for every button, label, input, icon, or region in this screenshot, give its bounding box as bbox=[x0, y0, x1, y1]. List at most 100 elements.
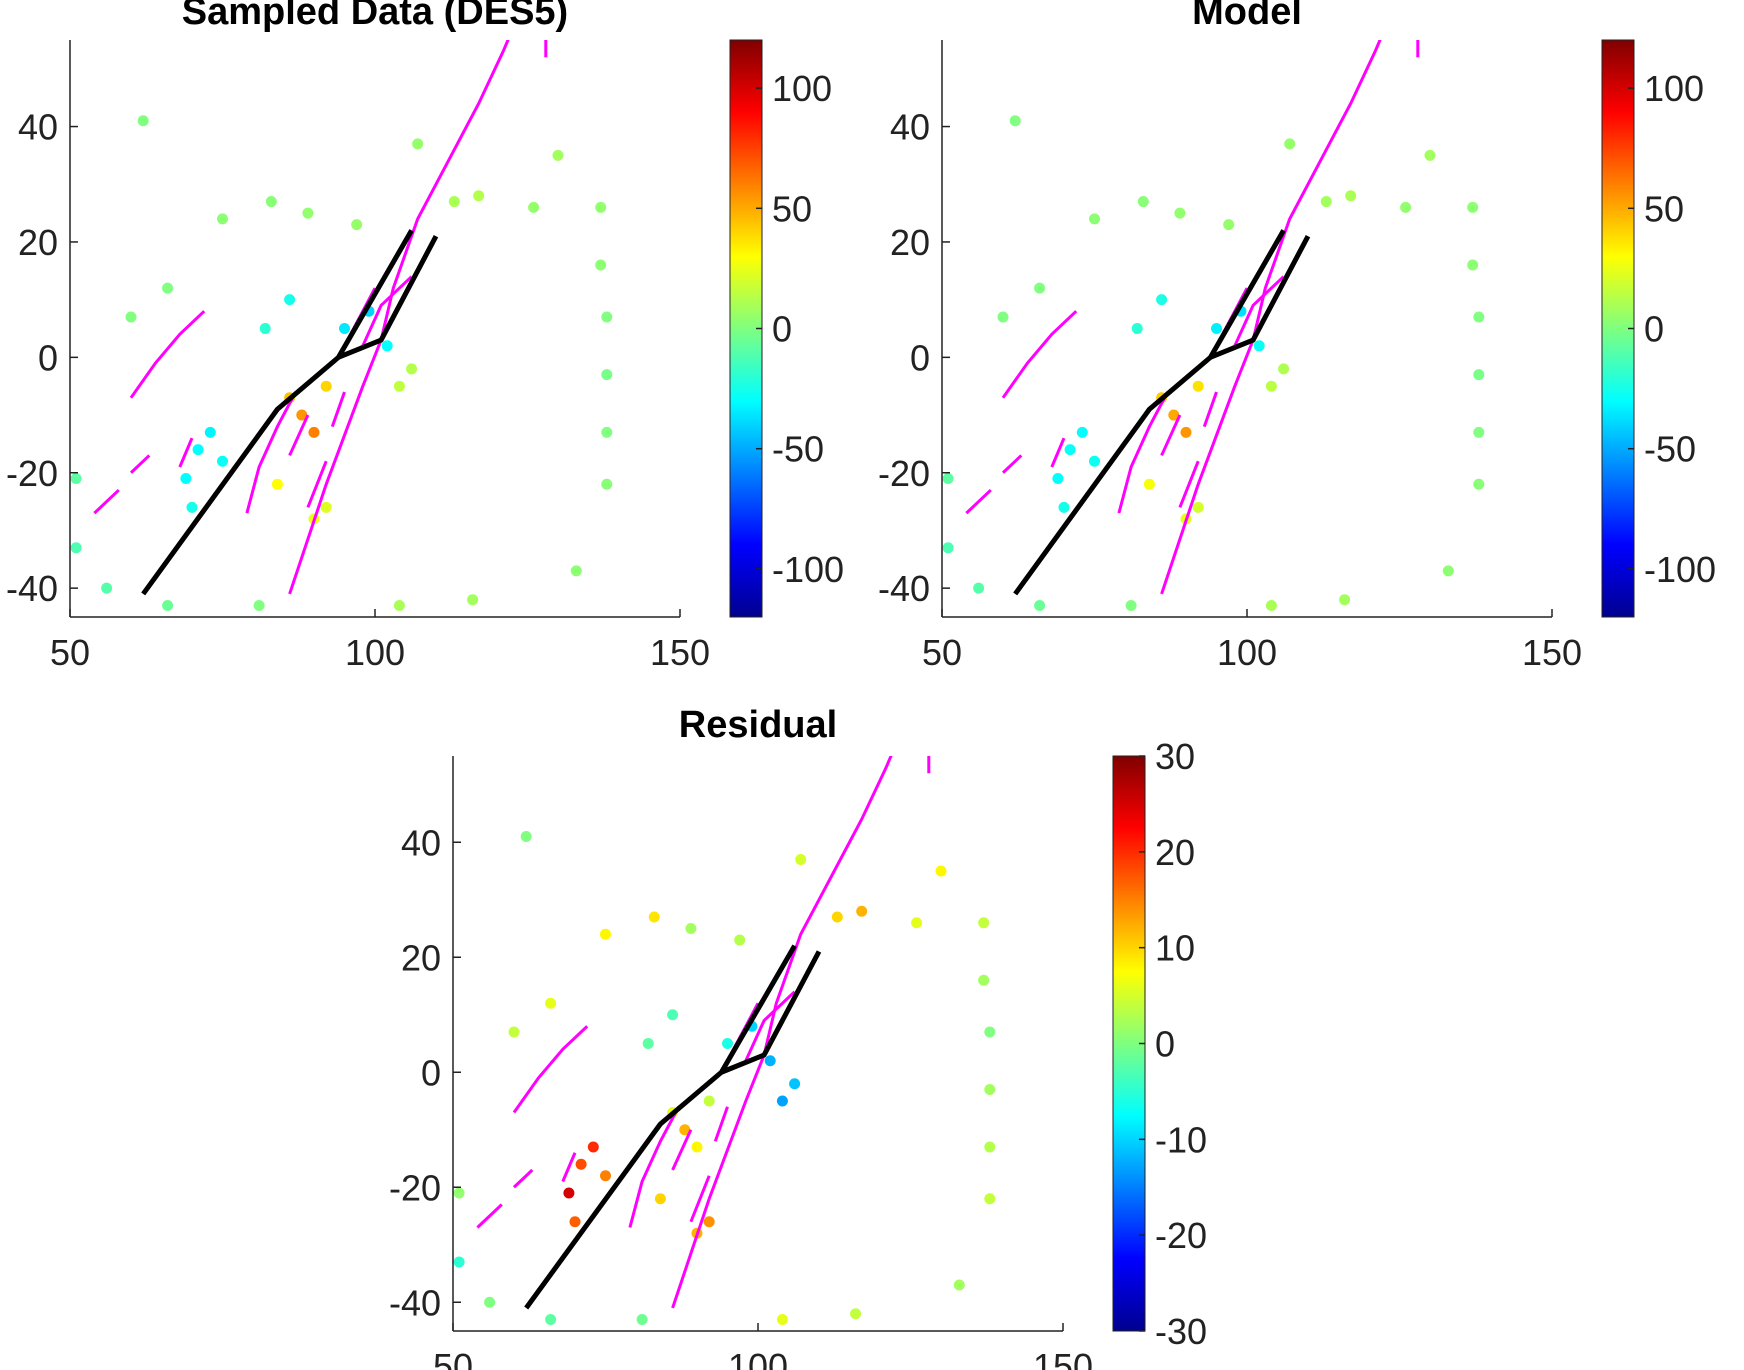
y-tick-label: -20 bbox=[6, 453, 58, 494]
magenta-fault-line bbox=[330, 391, 346, 428]
data-point bbox=[1143, 478, 1155, 490]
y-tick-label: -20 bbox=[389, 1167, 441, 1208]
data-point bbox=[351, 219, 363, 231]
data-point bbox=[1400, 201, 1412, 213]
data-point bbox=[1089, 455, 1100, 467]
data-point bbox=[1223, 219, 1235, 231]
data-point bbox=[1211, 323, 1222, 334]
fault-overlay bbox=[93, 40, 548, 596]
data-point bbox=[1442, 565, 1454, 577]
data-point bbox=[1253, 340, 1265, 352]
data-point bbox=[528, 201, 540, 213]
colorbar-tick-label: 0 bbox=[1644, 309, 1664, 350]
data-point bbox=[180, 473, 192, 485]
x-tick-label: 150 bbox=[1522, 632, 1582, 673]
data-point bbox=[320, 501, 332, 513]
colorbar-tick-label: -10 bbox=[1155, 1119, 1207, 1160]
data-point bbox=[997, 311, 1009, 323]
magenta-fault-line bbox=[1233, 275, 1285, 347]
magenta-fault-line bbox=[288, 414, 310, 457]
data-point bbox=[1168, 409, 1180, 421]
data-point bbox=[942, 473, 954, 485]
data-point bbox=[137, 115, 149, 127]
data-point bbox=[1156, 294, 1168, 306]
data-point bbox=[1192, 380, 1204, 392]
x-tick-label: 150 bbox=[650, 632, 710, 673]
data-point bbox=[1278, 363, 1290, 375]
y-tick-label: 40 bbox=[890, 107, 930, 148]
y-tick-label: 20 bbox=[401, 937, 441, 978]
data-point bbox=[679, 1124, 691, 1136]
black-fault-line bbox=[1013, 229, 1286, 596]
data-point bbox=[1473, 311, 1485, 323]
magenta-fault-line bbox=[671, 1129, 693, 1171]
data-point bbox=[911, 917, 923, 929]
data-point bbox=[570, 565, 582, 577]
colorbar-tick-label: 100 bbox=[772, 68, 832, 109]
colorbar-tick-label: 20 bbox=[1155, 832, 1195, 873]
data-point bbox=[1473, 426, 1485, 438]
colorbar-tick-label: 100 bbox=[1644, 68, 1704, 109]
y-tick-label: 40 bbox=[401, 822, 441, 863]
magenta-fault-line bbox=[93, 488, 120, 515]
black-fault-line bbox=[337, 235, 439, 360]
data-point bbox=[467, 594, 479, 606]
data-point bbox=[70, 473, 82, 485]
data-point bbox=[595, 201, 607, 213]
data-point bbox=[1076, 426, 1088, 438]
data-point bbox=[764, 1055, 776, 1067]
data-point bbox=[850, 1308, 862, 1320]
data-point bbox=[703, 1216, 715, 1228]
data-point bbox=[984, 1026, 996, 1038]
axes: 50 100 150 -40 -20 0 20 40 bbox=[389, 756, 1093, 1370]
data-point bbox=[595, 259, 607, 271]
colorbar-tick-label: -20 bbox=[1155, 1215, 1207, 1256]
colorbar-tick-label: -100 bbox=[772, 549, 844, 590]
y-tick-label: -40 bbox=[6, 568, 58, 609]
data-point bbox=[70, 542, 82, 554]
x-tick-label: 50 bbox=[922, 632, 962, 673]
x-tick-label: 100 bbox=[728, 1346, 788, 1370]
data-point bbox=[101, 582, 113, 594]
data-point bbox=[381, 340, 393, 352]
data-point bbox=[1424, 149, 1436, 161]
y-tick-label: 20 bbox=[18, 222, 58, 263]
data-point bbox=[1339, 594, 1351, 606]
data-point bbox=[1467, 259, 1479, 271]
magenta-fault-line bbox=[361, 275, 413, 347]
data-point bbox=[601, 426, 613, 438]
data-point bbox=[1320, 196, 1332, 208]
data-point bbox=[308, 426, 320, 438]
data-point bbox=[125, 311, 137, 323]
fault-overlay bbox=[476, 756, 931, 1310]
data-point bbox=[600, 928, 611, 940]
magenta-fault-line bbox=[1160, 414, 1182, 457]
data-point bbox=[636, 1314, 648, 1325]
magenta-fault-line bbox=[129, 310, 206, 399]
data-point bbox=[734, 934, 746, 946]
data-point bbox=[831, 911, 843, 923]
colorbar-tick-label: -50 bbox=[1644, 429, 1696, 470]
x-tick-label: 100 bbox=[1217, 632, 1277, 673]
data-point bbox=[296, 409, 308, 421]
magenta-fault-line bbox=[965, 488, 992, 515]
data-point bbox=[302, 207, 314, 219]
data-point bbox=[545, 1314, 557, 1325]
black-fault-line bbox=[141, 229, 414, 596]
colorbar-tick-label: 50 bbox=[772, 188, 812, 229]
colorbar-tick-label: 10 bbox=[1155, 928, 1195, 969]
data-point bbox=[776, 1314, 788, 1325]
colorbar-tick-label: 0 bbox=[772, 309, 792, 350]
data-point bbox=[271, 478, 283, 490]
data-point bbox=[473, 190, 485, 202]
y-tick-label: -40 bbox=[878, 568, 930, 609]
magenta-fault-line bbox=[671, 756, 893, 1309]
x-tick-label: 50 bbox=[433, 1346, 473, 1370]
data-point bbox=[1125, 599, 1137, 611]
data-point bbox=[1009, 115, 1021, 127]
data-point bbox=[856, 905, 868, 917]
data-point bbox=[393, 380, 405, 392]
x-tick-label: 100 bbox=[345, 632, 405, 673]
data-point bbox=[412, 138, 424, 150]
colorbar-tick-label: 30 bbox=[1155, 736, 1195, 777]
